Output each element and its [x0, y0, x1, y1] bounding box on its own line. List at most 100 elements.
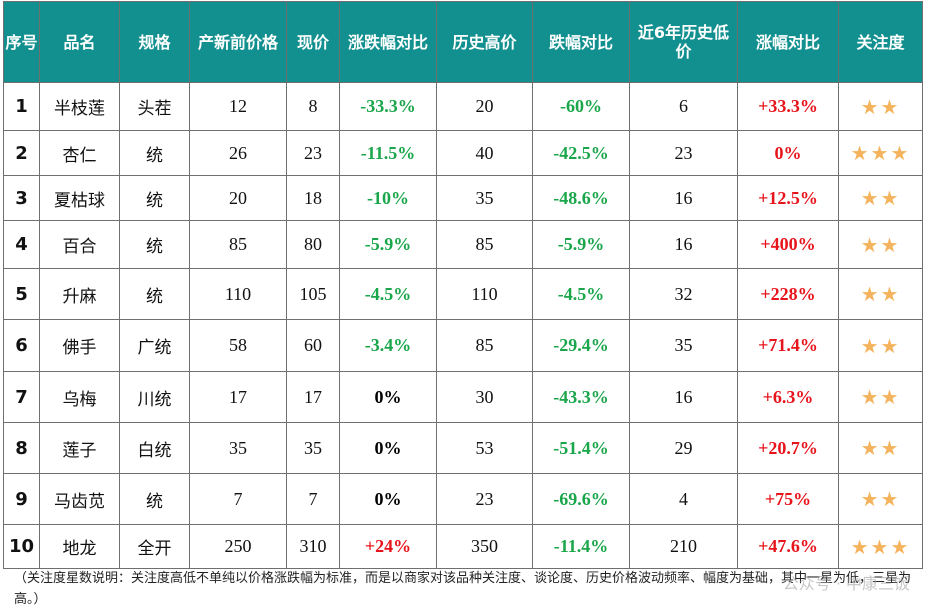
- pre-price-cell: 110: [189, 268, 287, 320]
- change-cell: -3.4%: [339, 319, 437, 372]
- index-cell: 9: [3, 473, 40, 525]
- change-cell: -11.5%: [339, 130, 437, 176]
- header-cell: 关注度: [838, 1, 923, 83]
- pre-price-cell: 250: [189, 524, 287, 569]
- table-row: 6 佛手 广统 58 60 -3.4% 85 -29.4% 35 +71.4% ★★: [3, 319, 923, 372]
- spec-cell: 川统: [119, 371, 190, 423]
- low-price-cell: 6: [629, 82, 738, 131]
- star-icon: ★★: [838, 82, 923, 131]
- drop-cell: -42.5%: [532, 130, 630, 176]
- pre-price-cell: 26: [189, 130, 287, 176]
- name-cell: 百合: [39, 220, 120, 269]
- table-row: 5 升麻统 110 105 -4.5% 110 -4.5% 32 +228% ★★: [3, 268, 923, 320]
- index-cell: 6: [3, 319, 40, 372]
- name-cell: 夏枯球: [39, 175, 120, 221]
- rise-cell: +71.4%: [737, 319, 839, 372]
- table-row: 9 马齿苋统 7 7 0% 23 -69.6% 4 +75% ★★: [3, 473, 923, 525]
- header-cell: 涨幅对比: [737, 1, 839, 83]
- change-cell: -4.5%: [339, 268, 437, 320]
- table-body: 1 半枝莲 头茬 12 8 -33.3% 20 -60% 6 +33.3% ★★ 2 杏仁统 26 23 -1…: [3, 82, 923, 569]
- drop-cell: -48.6%: [532, 175, 630, 221]
- change-cell: -10%: [339, 175, 437, 221]
- pre-price-cell: 12: [189, 82, 287, 131]
- index-cell: 4: [3, 220, 40, 269]
- low-price-cell: 16: [629, 371, 738, 423]
- drop-cell: -69.6%: [532, 473, 630, 525]
- drop-cell: -4.5%: [532, 268, 630, 320]
- high-price-cell: 20: [436, 82, 533, 131]
- current-price-cell: 8: [286, 82, 340, 131]
- star-icon: ★★: [838, 473, 923, 525]
- table-header-row: 序号 品名 规格 产新前价格 现价 涨跌幅对比 历史高价 跌幅对比 近6年历史低价 涨幅对比 关注度: [3, 1, 923, 83]
- table-row: 8 莲子 白统 35 35 0% 53 -51.4% 29 +20.7% ★★: [3, 422, 923, 474]
- rise-cell: +400%: [737, 220, 839, 269]
- rise-cell: +47.6%: [737, 524, 839, 569]
- index-cell: 7: [3, 371, 40, 423]
- pre-price-cell: 35: [189, 422, 287, 474]
- current-price-cell: 7: [286, 473, 340, 525]
- high-price-cell: 40: [436, 130, 533, 176]
- current-price-cell: 23: [286, 130, 340, 176]
- header-cell: 品名: [39, 1, 120, 83]
- header-cell: 跌幅对比: [532, 1, 630, 83]
- low-price-cell: 16: [629, 175, 738, 221]
- high-price-cell: 53: [436, 422, 533, 474]
- star-icon: ★★★: [838, 130, 923, 176]
- high-price-cell: 35: [436, 175, 533, 221]
- low-price-cell: 23: [629, 130, 738, 176]
- high-price-cell: 23: [436, 473, 533, 525]
- star-icon: ★★: [838, 422, 923, 474]
- header-cell: 近6年历史低价: [629, 1, 738, 83]
- pre-price-cell: 20: [189, 175, 287, 221]
- change-cell: -33.3%: [339, 82, 437, 131]
- drop-cell: -29.4%: [532, 319, 630, 372]
- index-cell: 5: [3, 268, 40, 320]
- table-row: 2 杏仁统 26 23 -11.5% 40 -42.5% 23 0% ★★★: [3, 130, 923, 176]
- high-price-cell: 85: [436, 319, 533, 372]
- name-cell: 佛手: [39, 319, 120, 372]
- index-cell: 8: [3, 422, 40, 474]
- name-cell: 马齿苋: [39, 473, 120, 525]
- name-cell: 地龙: [39, 524, 120, 569]
- table-row: 1 半枝莲 头茬 12 8 -33.3% 20 -60% 6 +33.3% ★★: [3, 82, 923, 131]
- pre-price-cell: 17: [189, 371, 287, 423]
- current-price-cell: 35: [286, 422, 340, 474]
- star-icon: ★★★: [838, 524, 923, 569]
- spec-cell: 头茬: [119, 82, 190, 131]
- spec-cell: 白统: [119, 422, 190, 474]
- spec-cell: 统: [119, 473, 190, 525]
- name-cell: 升麻: [39, 268, 120, 320]
- change-cell: 0%: [339, 473, 437, 525]
- low-price-cell: 210: [629, 524, 738, 569]
- high-price-cell: 30: [436, 371, 533, 423]
- spec-cell: 统: [119, 130, 190, 176]
- index-cell: 10: [3, 524, 40, 569]
- rise-cell: +228%: [737, 268, 839, 320]
- header-cell: 规格: [119, 1, 190, 83]
- star-icon: ★★: [838, 220, 923, 269]
- pre-price-cell: 85: [189, 220, 287, 269]
- header-cell: 现价: [286, 1, 340, 83]
- rise-cell: +20.7%: [737, 422, 839, 474]
- drop-cell: -60%: [532, 82, 630, 131]
- current-price-cell: 17: [286, 371, 340, 423]
- header-cell: 历史高价: [436, 1, 533, 83]
- table-row: 4 百合统 85 80 -5.9% 85 -5.9% 16 +400% ★★: [3, 220, 923, 269]
- change-cell: -5.9%: [339, 220, 437, 269]
- low-price-cell: 32: [629, 268, 738, 320]
- spec-cell: 广统: [119, 319, 190, 372]
- rise-cell: +12.5%: [737, 175, 839, 221]
- low-price-cell: 4: [629, 473, 738, 525]
- current-price-cell: 60: [286, 319, 340, 372]
- spec-cell: 统: [119, 220, 190, 269]
- spec-cell: 全开: [119, 524, 190, 569]
- rating-note: （关注度星数说明：关注度高低不单纯以价格涨跌幅为标准，而是以商家对该品种关注度、…: [14, 571, 912, 607]
- rise-cell: +6.3%: [737, 371, 839, 423]
- current-price-cell: 80: [286, 220, 340, 269]
- current-price-cell: 105: [286, 268, 340, 320]
- star-icon: ★★: [838, 268, 923, 320]
- table-row: 10 地龙 全开 250 310 +24% 350 -11.4% 210 +47.6% ★★★: [3, 524, 923, 569]
- star-icon: ★★: [838, 175, 923, 221]
- rise-cell: 0%: [737, 130, 839, 176]
- spec-cell: 统: [119, 268, 190, 320]
